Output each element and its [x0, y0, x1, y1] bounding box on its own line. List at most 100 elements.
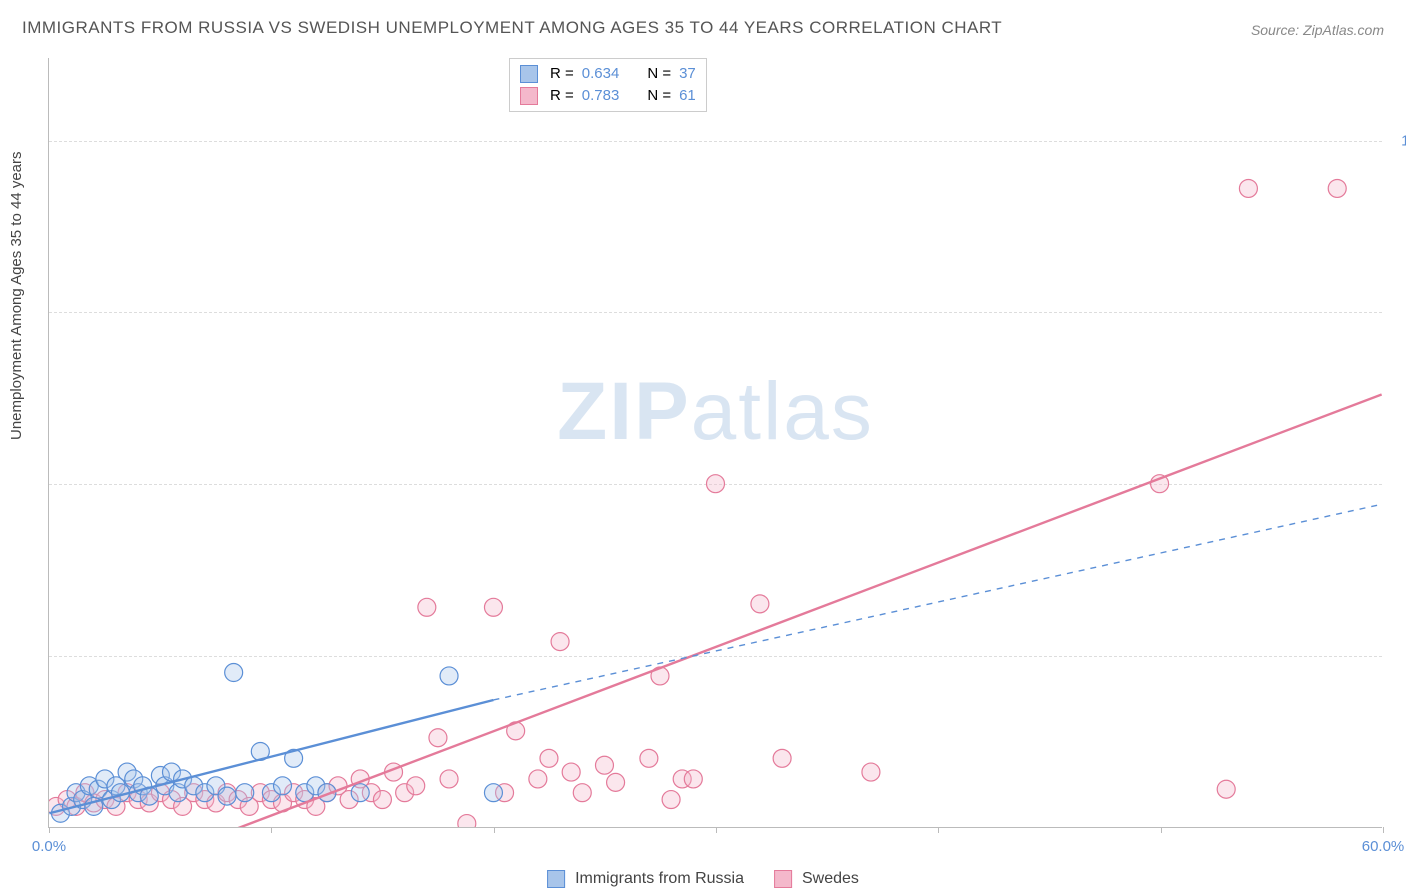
scatter-point — [673, 770, 691, 788]
n-prefix: N = — [647, 63, 671, 85]
scatter-point — [229, 791, 247, 809]
scatter-point — [225, 664, 243, 682]
scatter-point — [458, 815, 476, 827]
scatter-point — [140, 794, 158, 812]
scatter-point — [318, 784, 336, 802]
scatter-point — [385, 763, 403, 781]
x-tick — [1383, 827, 1384, 833]
scatter-point — [185, 784, 203, 802]
scatter-point — [251, 742, 269, 760]
scatter-point — [196, 784, 214, 802]
scatter-point — [76, 784, 94, 802]
scatter-point — [607, 773, 625, 791]
legend-stats: R = 0.634 N = 37 R = 0.783 N = 61 — [509, 58, 707, 112]
watermark: ZIPatlas — [557, 365, 874, 459]
swatch-blue-icon — [547, 870, 565, 888]
x-tick-label: 0.0% — [32, 838, 66, 855]
n-value-pink: 61 — [679, 85, 696, 107]
scatter-point — [540, 749, 558, 767]
scatter-point — [49, 797, 65, 815]
scatter-point — [418, 598, 436, 616]
scatter-point — [58, 791, 76, 809]
scatter-point — [407, 777, 425, 795]
swatch-blue-icon — [520, 65, 538, 83]
scatter-point — [484, 598, 502, 616]
r-prefix: R = — [550, 63, 574, 85]
scatter-point — [551, 633, 569, 651]
scatter-point — [318, 784, 336, 802]
scatter-point — [207, 794, 225, 812]
scatter-point — [140, 787, 158, 805]
scatter-point — [484, 784, 502, 802]
scatter-point — [1239, 179, 1257, 197]
scatter-point — [262, 784, 280, 802]
gridline — [49, 656, 1382, 657]
scatter-point — [107, 777, 125, 795]
r-prefix: R = — [550, 85, 574, 107]
chart-svg — [49, 58, 1382, 827]
x-tick — [716, 827, 717, 833]
scatter-point — [651, 667, 669, 685]
y-tick-label: 75.0% — [1392, 304, 1406, 321]
legend-series: Immigrants from Russia Swedes — [547, 870, 859, 888]
x-tick — [938, 827, 939, 833]
scatter-point — [185, 777, 203, 795]
r-value-blue: 0.634 — [582, 63, 620, 85]
scatter-point — [218, 784, 236, 802]
scatter-point — [156, 777, 174, 795]
r-value-pink: 0.783 — [582, 85, 620, 107]
scatter-point — [67, 784, 85, 802]
scatter-point — [118, 763, 136, 781]
scatter-point — [296, 784, 314, 802]
scatter-point — [285, 784, 303, 802]
scatter-point — [129, 791, 147, 809]
scatter-point — [96, 791, 114, 809]
scatter-point — [285, 749, 303, 767]
scatter-point — [396, 784, 414, 802]
scatter-point — [274, 777, 292, 795]
scatter-point — [251, 784, 269, 802]
scatter-point — [562, 763, 580, 781]
scatter-point — [340, 791, 358, 809]
legend-label-blue: Immigrants from Russia — [575, 870, 744, 888]
trend-line — [49, 700, 493, 813]
watermark-light: atlas — [691, 366, 874, 457]
scatter-point — [307, 797, 325, 815]
scatter-point — [1328, 179, 1346, 197]
n-value-blue: 37 — [679, 63, 696, 85]
scatter-point — [63, 797, 81, 815]
y-axis-label: Unemployment Among Ages 35 to 44 years — [8, 151, 25, 440]
scatter-point — [429, 729, 447, 747]
scatter-point — [207, 777, 225, 795]
scatter-point — [85, 794, 103, 812]
scatter-point — [751, 595, 769, 613]
scatter-point — [74, 791, 92, 809]
scatter-point — [1217, 780, 1235, 798]
scatter-point — [362, 784, 380, 802]
source-attribution: Source: ZipAtlas.com — [1251, 22, 1384, 38]
scatter-point — [218, 787, 236, 805]
scatter-point — [111, 784, 129, 802]
scatter-point — [169, 784, 187, 802]
scatter-point — [496, 784, 514, 802]
scatter-point — [151, 767, 169, 785]
trend-line — [493, 504, 1381, 700]
scatter-point — [151, 784, 169, 802]
scatter-point — [662, 791, 680, 809]
y-tick-label: 25.0% — [1392, 648, 1406, 665]
scatter-point — [125, 770, 143, 788]
scatter-point — [573, 784, 591, 802]
scatter-point — [307, 777, 325, 795]
y-tick-label: 100.0% — [1392, 132, 1406, 149]
scatter-point — [103, 791, 121, 809]
scatter-point — [773, 749, 791, 767]
scatter-point — [51, 804, 69, 822]
scatter-point — [373, 791, 391, 809]
scatter-point — [89, 780, 107, 798]
scatter-point — [351, 784, 369, 802]
legend-stats-row-pink: R = 0.783 N = 61 — [520, 85, 696, 107]
gridline — [49, 141, 1382, 142]
swatch-pink-icon — [520, 87, 538, 105]
scatter-point — [67, 797, 85, 815]
trend-line — [205, 394, 1382, 827]
